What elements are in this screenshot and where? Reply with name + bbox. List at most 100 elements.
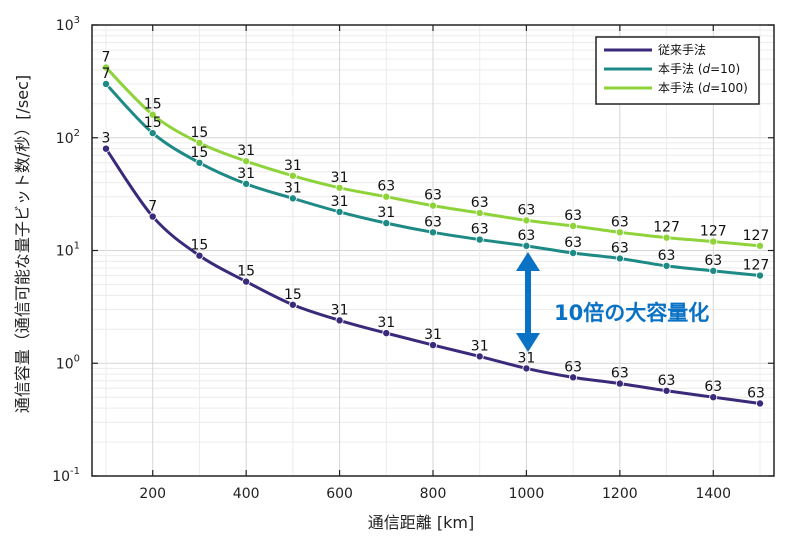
data-label: 127: [743, 258, 770, 274]
data-point: [102, 79, 111, 88]
x-tick-label: 400: [233, 486, 260, 502]
x-tick-label: 800: [420, 486, 447, 502]
y-tick-label: 103: [56, 15, 80, 34]
arrow-head-up: [516, 252, 540, 271]
data-label: 7: [148, 199, 157, 215]
y-tick-labels: 103 102 101 100 10-1: [52, 15, 80, 485]
data-point: [709, 393, 718, 402]
data-point: [475, 209, 484, 218]
data-point: [475, 352, 484, 361]
data-point: [382, 219, 391, 228]
data-point: [522, 241, 531, 250]
data-point: [382, 329, 391, 338]
series-layer: [102, 63, 764, 408]
x-tick-label: 1000: [509, 486, 545, 502]
data-label: 15: [191, 238, 209, 254]
data-label: 31: [284, 158, 302, 174]
legend-label: 本手法 (d=10): [658, 62, 740, 76]
data-point: [569, 373, 578, 382]
data-label: 63: [611, 240, 629, 256]
data-point: [242, 157, 251, 166]
data-label: 127: [700, 224, 727, 240]
data-point: [755, 271, 764, 280]
data-point: [288, 171, 297, 180]
data-label: 31: [331, 302, 349, 318]
x-tick-label: 600: [326, 486, 353, 502]
data-point: [242, 277, 251, 286]
data-label: 63: [658, 373, 676, 389]
data-point: [195, 138, 204, 147]
data-point: [102, 63, 111, 72]
data-point: [615, 254, 624, 263]
x-axis-label: 通信距離 [km]: [368, 513, 474, 532]
data-label: 15: [144, 115, 162, 131]
x-tick-label: 1200: [602, 486, 638, 502]
data-point: [522, 364, 531, 373]
axes: [91, 24, 775, 477]
data-label: 15: [191, 145, 209, 161]
data-label: 63: [611, 366, 629, 382]
data-label: 31: [237, 143, 255, 159]
data-point: [428, 341, 437, 350]
data-label: 31: [377, 315, 395, 331]
data-label: 31: [471, 338, 489, 354]
data-label: 15: [237, 264, 255, 280]
data-point: [569, 221, 578, 230]
data-point: [148, 212, 157, 221]
data-point: [288, 194, 297, 203]
data-label: 63: [564, 235, 582, 251]
data-point: [709, 237, 718, 246]
data-point: [428, 201, 437, 210]
data-label: 7: [102, 49, 111, 65]
annotation-text: 10倍の大容量化: [554, 301, 709, 325]
data-label: 3: [102, 131, 111, 147]
y-tick-label: 10-1: [52, 466, 80, 485]
data-point: [615, 228, 624, 237]
data-label: 63: [704, 379, 722, 395]
data-label: 31: [331, 194, 349, 210]
data-label: 63: [471, 222, 489, 238]
point-labels: 3 7 15 15 15 31 31 31 31 31 63 63 63 63 63 7 15 15 31 31 31 3…: [102, 49, 770, 401]
data-point: [615, 379, 624, 388]
data-point: [475, 235, 484, 244]
data-label: 31: [424, 327, 442, 343]
data-label: 63: [704, 253, 722, 269]
data-label: 63: [611, 214, 629, 230]
data-label: 15: [284, 287, 302, 303]
annotation: 10倍の大容量化: [516, 252, 709, 352]
data-label: 15: [144, 97, 162, 113]
data-point: [662, 233, 671, 242]
legend-label: 本手法 (d=100): [658, 81, 748, 95]
data-label: 31: [518, 350, 536, 366]
data-point: [148, 110, 157, 119]
y-axis-label: 通信容量（通信可能な量子ビット数/秒）[/sec]: [13, 75, 32, 413]
data-label: 127: [653, 220, 680, 236]
data-label: 63: [518, 228, 536, 244]
data-point: [335, 207, 344, 216]
data-point: [148, 129, 157, 138]
data-point: [242, 179, 251, 188]
data-label: 63: [518, 202, 536, 218]
data-label: 31: [237, 166, 255, 182]
data-point: [335, 183, 344, 192]
data-point: [709, 266, 718, 275]
data-label: 63: [658, 248, 676, 264]
legend-label: 従来手法: [658, 43, 706, 57]
data-point: [662, 261, 671, 270]
data-point: [428, 228, 437, 237]
data-point: [755, 399, 764, 408]
grid: [92, 24, 774, 477]
data-label: 31: [331, 170, 349, 186]
data-label: 63: [747, 385, 765, 401]
x-tick-label: 200: [139, 486, 166, 502]
data-point: [335, 316, 344, 325]
y-tick-label: 100: [56, 353, 80, 372]
data-point: [288, 300, 297, 309]
data-label: 31: [284, 180, 302, 196]
data-point: [102, 144, 111, 153]
data-label: 127: [743, 228, 770, 244]
data-point: [569, 249, 578, 258]
y-tick-label: 102: [56, 128, 80, 147]
data-point: [662, 386, 671, 395]
